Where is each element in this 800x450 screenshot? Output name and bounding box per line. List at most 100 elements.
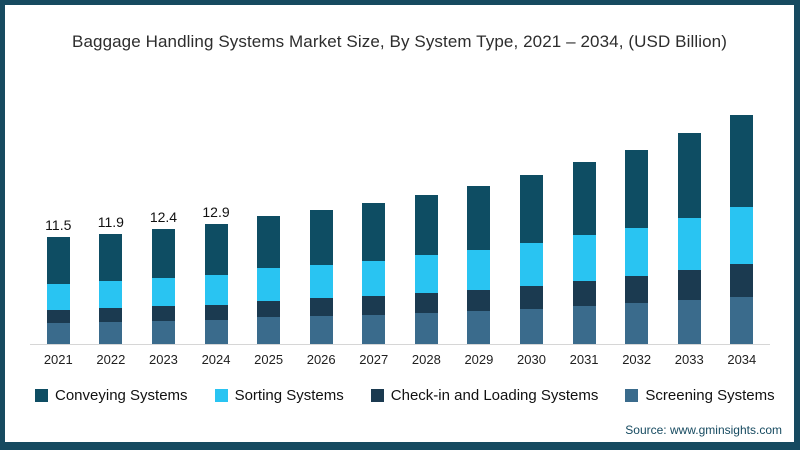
bar-2021 bbox=[46, 237, 70, 344]
segment-conveying-systems-2021 bbox=[46, 237, 70, 284]
segment-screening-systems-2030 bbox=[519, 309, 543, 344]
segment-screening-systems-2029 bbox=[467, 311, 491, 344]
segment-screening-systems-2031 bbox=[572, 306, 596, 344]
bar-column-2028 bbox=[400, 105, 453, 344]
plot-area: 11.5 11.9 12.4 12.9 2021 2022 2023 2024 2025 202… bbox=[30, 105, 770, 367]
segment-sorting-systems-2025 bbox=[257, 268, 281, 301]
source-text: Source: www.gminsights.com bbox=[625, 423, 782, 437]
x-axis-line bbox=[30, 344, 770, 345]
bar-value-label-2023: 12.4 bbox=[149, 209, 178, 225]
segment-check-in-and-loading-systems-2024 bbox=[204, 305, 228, 320]
bar-2022 bbox=[99, 234, 123, 344]
bar-2032 bbox=[625, 150, 649, 344]
bar-2024 bbox=[204, 224, 228, 344]
bar-2029 bbox=[467, 186, 491, 344]
chart-title: Baggage Handling Systems Market Size, By… bbox=[72, 32, 727, 51]
bar-column-2027 bbox=[347, 105, 400, 344]
x-tick-2024: 2024 bbox=[201, 352, 231, 367]
bar-column-2024: 12.9 bbox=[190, 105, 243, 344]
x-tick-2030: 2030 bbox=[517, 352, 546, 367]
segment-conveying-systems-2028 bbox=[414, 195, 438, 255]
x-tick-2033: 2033 bbox=[674, 352, 704, 367]
bar-column-2023: 12.4 bbox=[137, 105, 190, 344]
bar-2026 bbox=[309, 210, 333, 344]
bars-container: 11.5 11.9 12.4 12.9 bbox=[32, 105, 768, 344]
bar-column-2031 bbox=[558, 105, 611, 344]
segment-sorting-systems-2030 bbox=[519, 243, 543, 286]
x-tick-2031: 2031 bbox=[569, 352, 599, 367]
segment-conveying-systems-2030 bbox=[519, 175, 543, 243]
segment-check-in-and-loading-systems-2031 bbox=[572, 281, 596, 306]
segment-check-in-and-loading-systems-2032 bbox=[625, 276, 649, 303]
x-tick-2027: 2027 bbox=[359, 352, 389, 367]
legend-item-check-in-and-loading-systems: Check-in and Loading Systems bbox=[370, 387, 598, 404]
segment-check-in-and-loading-systems-2026 bbox=[309, 298, 333, 316]
bar-value-label-2022: 11.9 bbox=[97, 214, 124, 230]
segment-screening-systems-2021 bbox=[46, 323, 70, 344]
x-axis-labels: 2021 2022 2023 2024 2025 2026 2027 2028 2029 2030… bbox=[32, 352, 768, 367]
bar-2023 bbox=[151, 229, 175, 344]
segment-screening-systems-2025 bbox=[257, 317, 281, 344]
segment-sorting-systems-2026 bbox=[309, 265, 333, 298]
segment-screening-systems-2027 bbox=[362, 315, 386, 344]
segment-sorting-systems-2031 bbox=[572, 235, 596, 281]
segment-sorting-systems-2023 bbox=[151, 278, 175, 306]
segment-screening-systems-2032 bbox=[625, 303, 649, 344]
legend-item-sorting-systems: Sorting Systems bbox=[214, 387, 344, 404]
legend-label-screening-systems: Screening Systems bbox=[645, 387, 775, 404]
segment-check-in-and-loading-systems-2034 bbox=[730, 264, 754, 297]
bar-column-2032 bbox=[610, 105, 663, 344]
segment-screening-systems-2024 bbox=[204, 320, 228, 344]
bar-column-2034 bbox=[716, 105, 769, 344]
segment-sorting-systems-2021 bbox=[46, 284, 70, 310]
x-tick-2026: 2026 bbox=[306, 352, 336, 367]
segment-screening-systems-2028 bbox=[414, 313, 438, 344]
legend-swatch-icon-screening-systems bbox=[625, 389, 639, 402]
legend-item-screening-systems: Screening Systems bbox=[625, 387, 775, 404]
legend-label-sorting-systems: Sorting Systems bbox=[234, 387, 344, 404]
segment-sorting-systems-2027 bbox=[362, 261, 386, 296]
legend-swatch-icon-sorting-systems bbox=[214, 389, 228, 402]
x-tick-2028: 2028 bbox=[411, 352, 441, 367]
bar-column-2033 bbox=[663, 105, 716, 344]
segment-conveying-systems-2034 bbox=[730, 115, 754, 207]
segment-conveying-systems-2031 bbox=[572, 162, 596, 235]
bar-2033 bbox=[677, 133, 701, 344]
segment-screening-systems-2026 bbox=[309, 316, 333, 344]
bar-2025 bbox=[257, 216, 281, 344]
x-tick-2029: 2029 bbox=[464, 352, 494, 367]
segment-conveying-systems-2029 bbox=[467, 186, 491, 250]
segment-sorting-systems-2032 bbox=[625, 228, 649, 276]
x-tick-2021: 2021 bbox=[43, 352, 73, 367]
x-tick-2025: 2025 bbox=[254, 352, 284, 367]
bar-column-2026 bbox=[295, 105, 348, 344]
legend: Conveying Systems Sorting Systems Check-in… bbox=[35, 387, 775, 404]
x-tick-2023: 2023 bbox=[148, 352, 178, 367]
segment-screening-systems-2034 bbox=[730, 297, 754, 344]
segment-conveying-systems-2032 bbox=[625, 150, 649, 228]
segment-screening-systems-2022 bbox=[99, 322, 123, 344]
segment-check-in-and-loading-systems-2030 bbox=[519, 286, 543, 309]
bar-2031 bbox=[572, 162, 596, 344]
segment-sorting-systems-2034 bbox=[730, 207, 754, 264]
bar-2034 bbox=[730, 115, 754, 344]
segment-check-in-and-loading-systems-2028 bbox=[414, 293, 438, 313]
segment-conveying-systems-2027 bbox=[362, 203, 386, 261]
legend-item-conveying-systems: Conveying Systems bbox=[35, 387, 188, 404]
bar-value-label-2021: 11.5 bbox=[45, 217, 72, 233]
bar-value-label-2024: 12.9 bbox=[202, 204, 230, 220]
segment-sorting-systems-2024 bbox=[204, 275, 228, 305]
segment-check-in-and-loading-systems-2025 bbox=[257, 301, 281, 317]
segment-conveying-systems-2023 bbox=[151, 229, 175, 278]
bar-2028 bbox=[414, 195, 438, 344]
bar-column-2022: 11.9 bbox=[85, 105, 138, 344]
segment-check-in-and-loading-systems-2023 bbox=[151, 306, 175, 321]
segment-conveying-systems-2022 bbox=[99, 234, 123, 281]
segment-sorting-systems-2033 bbox=[677, 218, 701, 270]
bar-column-2029 bbox=[453, 105, 506, 344]
bar-2030 bbox=[519, 175, 543, 344]
bar-2027 bbox=[362, 203, 386, 344]
x-tick-2034: 2034 bbox=[727, 352, 757, 367]
bar-column-2030 bbox=[505, 105, 558, 344]
